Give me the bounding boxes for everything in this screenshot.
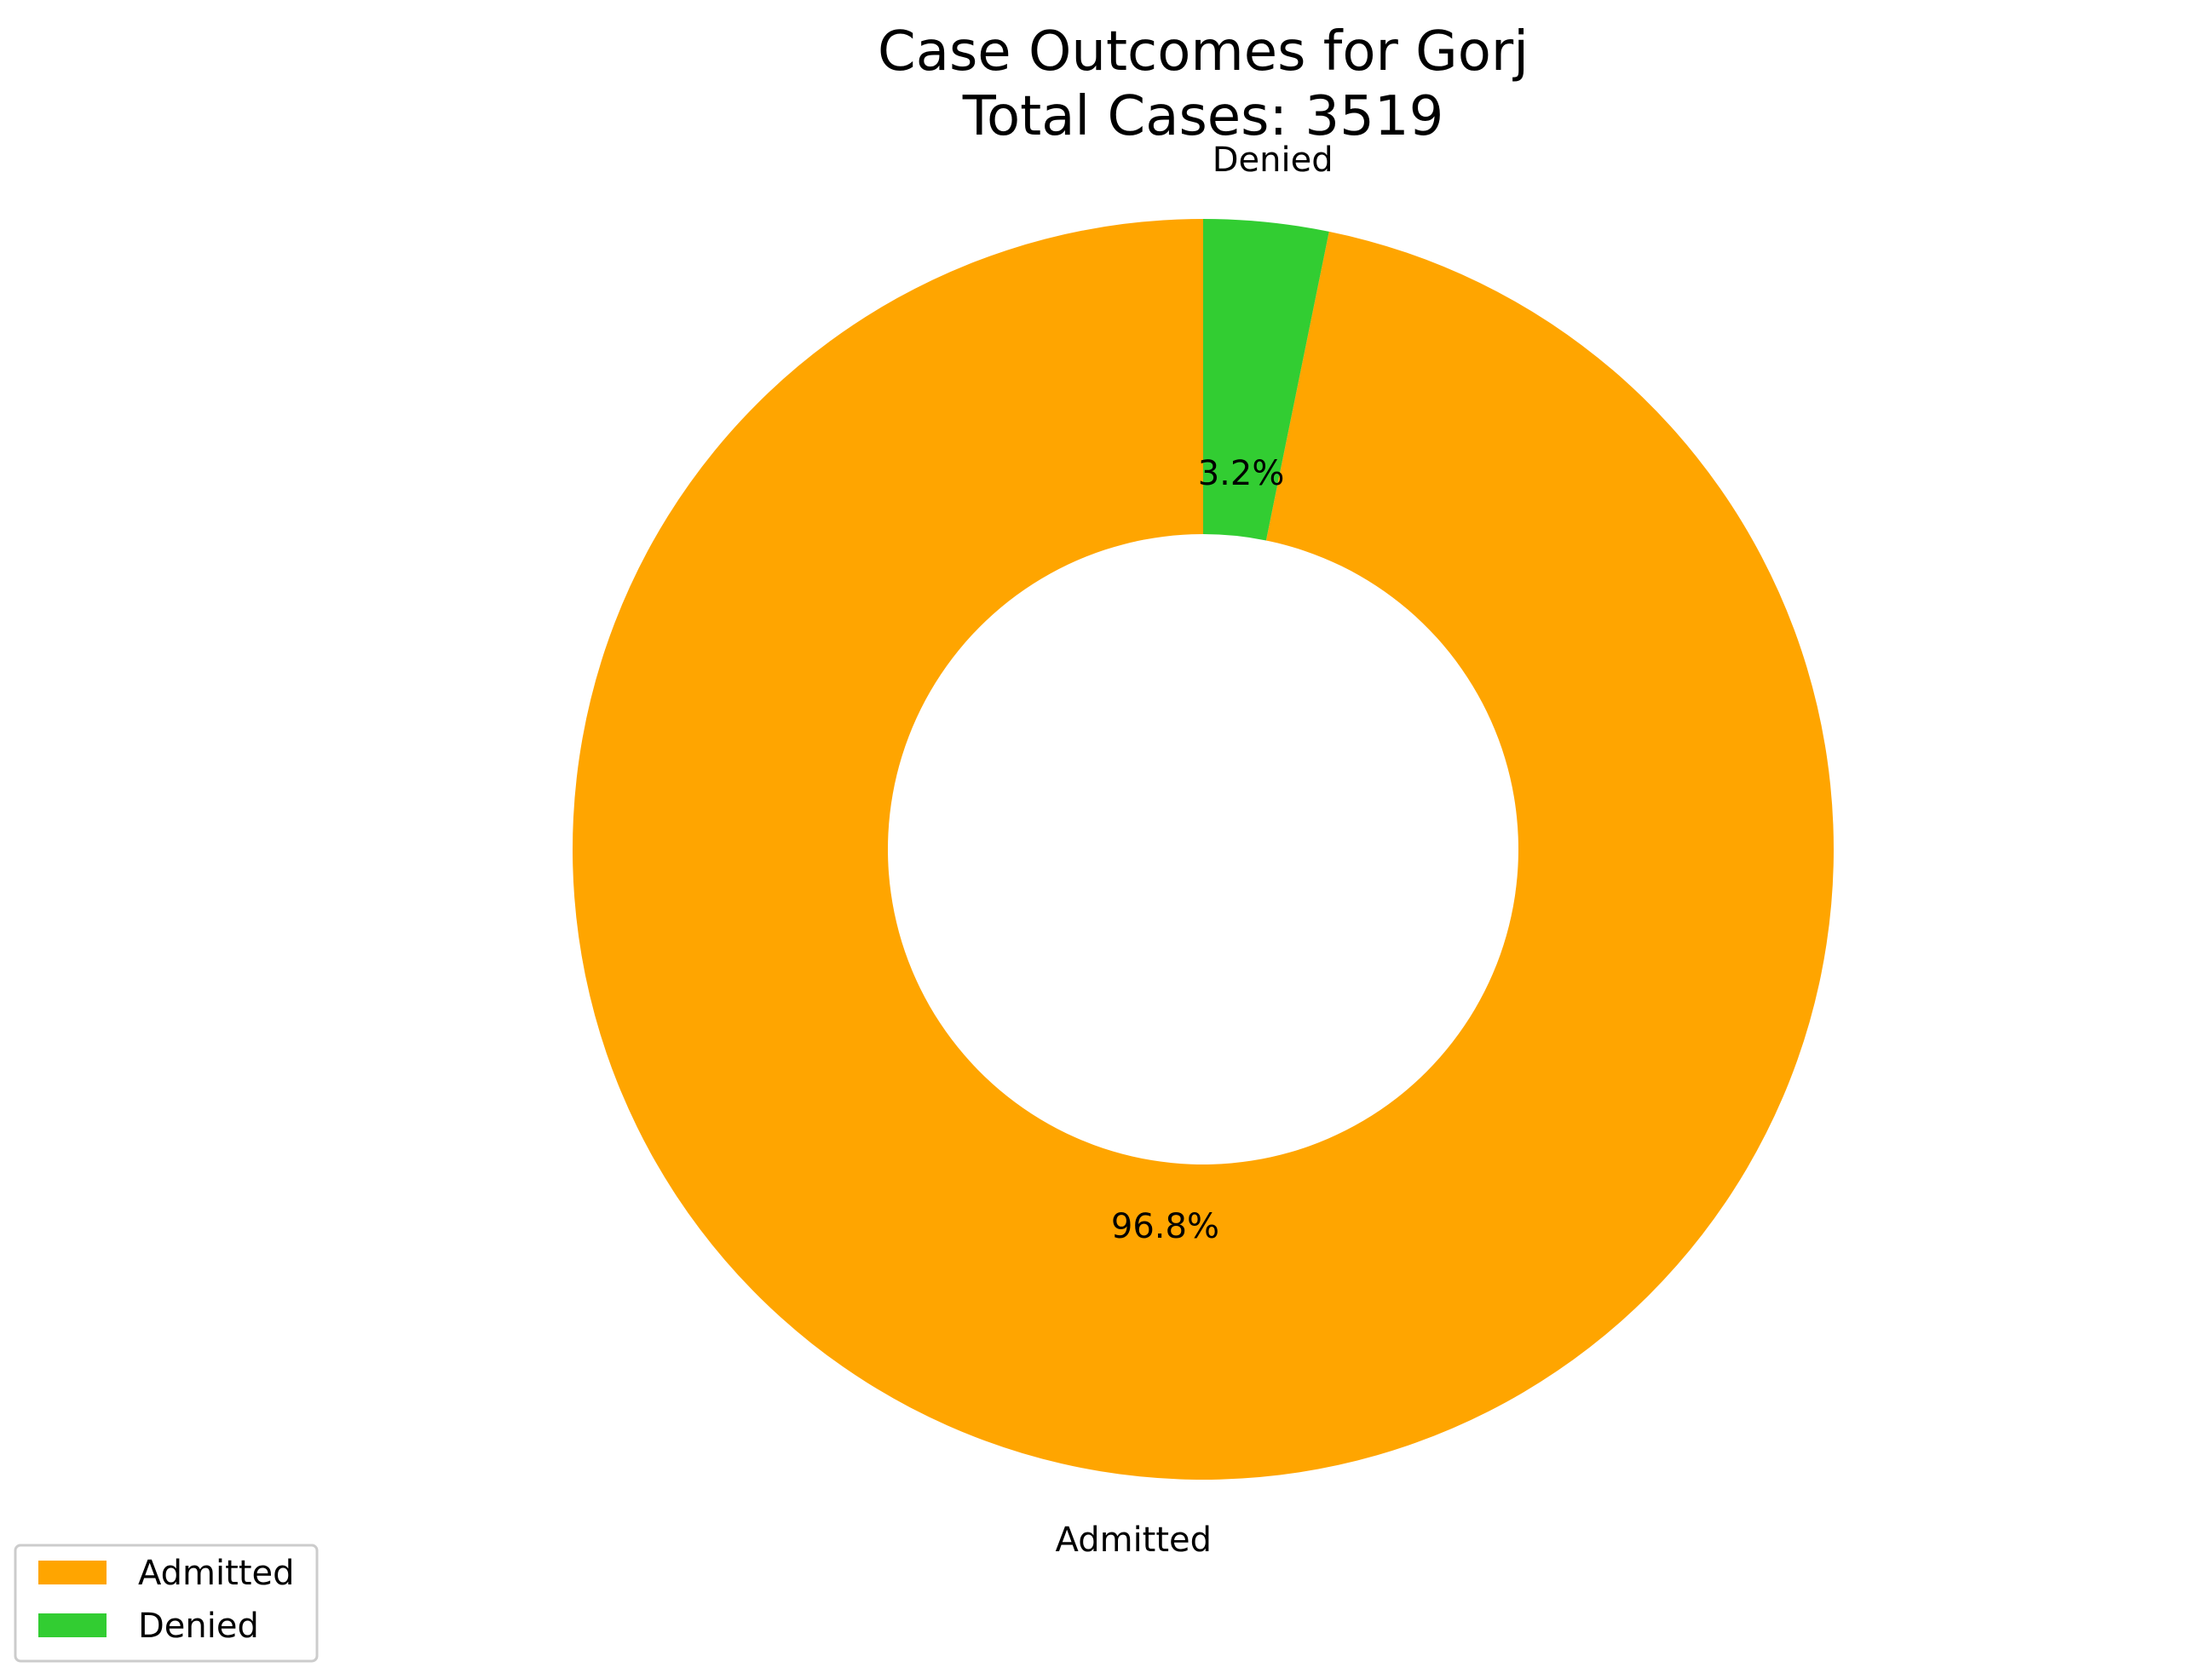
donut-slices: [573, 219, 1835, 1480]
chart-subtitle: Total Cases: 3519: [962, 85, 1444, 148]
legend-label-admitted: Admitted: [138, 1554, 295, 1593]
legend: Admitted Denied: [14, 1544, 319, 1663]
category-label-admitted: Admitted: [1056, 1521, 1213, 1560]
legend-swatch-denied: [38, 1613, 107, 1637]
donut-labels: 96.8% Admitted 3.2% Denied: [1056, 141, 1334, 1560]
legend-swatch-admitted: [38, 1561, 107, 1584]
legend-label-denied: Denied: [138, 1607, 259, 1646]
category-label-denied: Denied: [1213, 141, 1334, 180]
slice-admitted: [573, 219, 1835, 1480]
percent-label-admitted: 96.8%: [1111, 1207, 1219, 1246]
slice-denied: [1203, 219, 1329, 541]
percent-label-denied: 3.2%: [1198, 454, 1285, 493]
chart-title: Case Outcomes for Gorj: [878, 20, 1529, 83]
